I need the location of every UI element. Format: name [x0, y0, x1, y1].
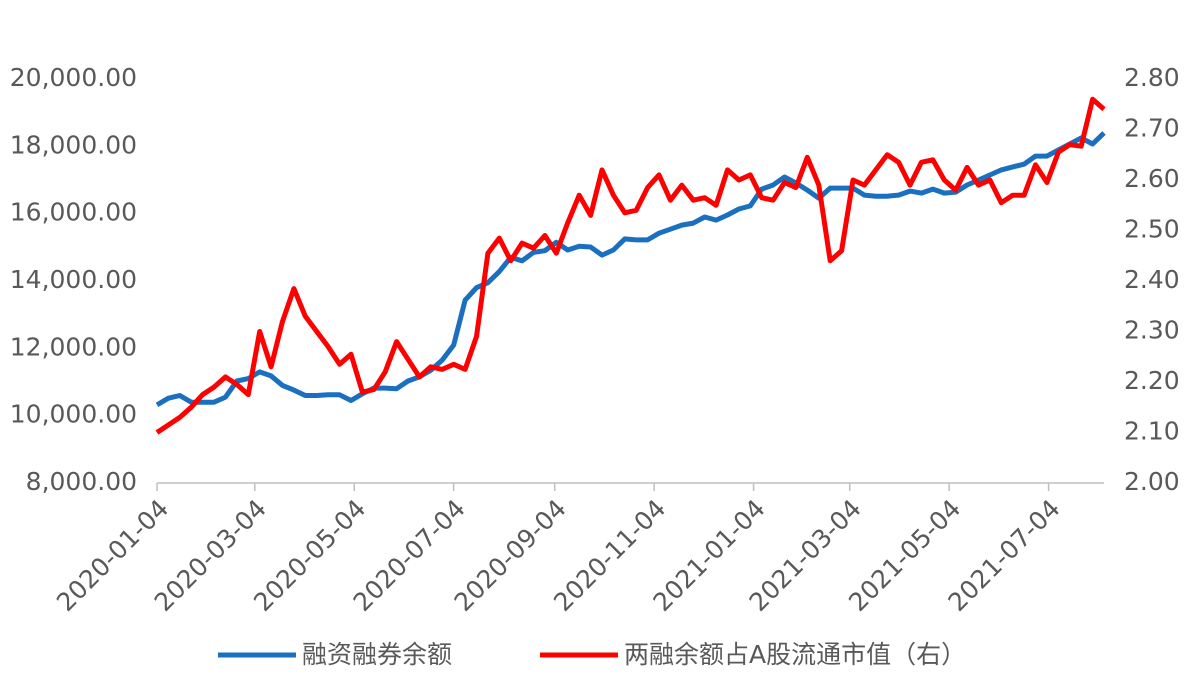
y-tick-label: 18,000.00	[10, 130, 137, 159]
y2-tick-label: 2.00	[1124, 467, 1180, 496]
y-tick-label: 10,000.00	[10, 400, 137, 429]
y-tick-label: 16,000.00	[10, 198, 137, 227]
y-tick-label: 20,000.00	[10, 63, 137, 92]
y-tick-label: 12,000.00	[10, 332, 137, 361]
legend-label: 两融余额占A股流通市值（右）	[624, 640, 966, 669]
series-line	[155, 131, 1106, 408]
y2-tick-label: 2.70	[1124, 114, 1180, 143]
y-tick-label: 14,000.00	[10, 265, 137, 294]
y2-tick-label: 2.60	[1124, 164, 1180, 193]
series-line	[155, 96, 1106, 435]
y2-tick-label: 2.50	[1124, 215, 1180, 244]
y-tick-label: 8,000.00	[26, 467, 137, 496]
y2-tick-label: 2.10	[1124, 417, 1180, 446]
y2-tick-label: 2.80	[1124, 63, 1180, 92]
legend-label: 融资融券余额	[302, 640, 452, 669]
y2-tick-label: 2.40	[1124, 265, 1180, 294]
y2-tick-label: 2.20	[1124, 366, 1180, 395]
y2-tick-label: 2.30	[1124, 316, 1180, 345]
